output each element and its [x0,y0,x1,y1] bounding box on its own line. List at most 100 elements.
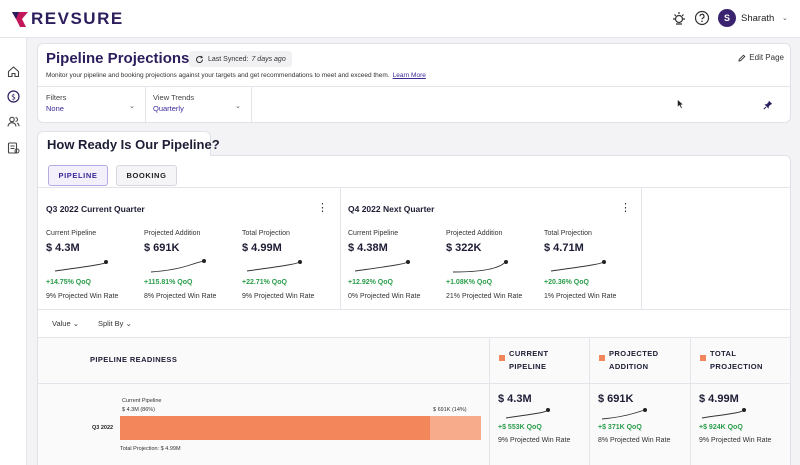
readiness-col-divider [589,337,590,465]
metric-change: +14.75% QoQ [46,279,91,286]
sparkline [150,259,206,273]
readiness-change: +$ 553K QoQ [498,424,542,431]
edit-page-button[interactable]: Edit Page [738,53,784,62]
metric-win-rate: 21% Projected Win Rate [446,293,523,300]
tab-divider [38,187,790,188]
theme-sun-icon[interactable] [671,10,687,26]
legend-swatch [700,355,706,361]
bar-current-value: $ 4.3M (86%) [122,407,156,413]
metric-change: +22.71% QoQ [242,279,287,286]
sparkline [550,260,606,272]
header-divider [38,86,790,87]
split-by-dropdown[interactable]: Split By ⌄ [98,319,132,328]
learn-more-link[interactable]: Learn More [392,72,426,79]
sparkline [354,260,410,272]
metric-win-rate: 8% Projected Win Rate [144,293,217,300]
metric-win-rate: 0% Projected Win Rate [348,293,421,300]
filters-chevron-icon[interactable]: ⌄ [129,103,135,110]
metric-change: +1.08K% QoQ [446,279,493,286]
section-title-tab [37,131,211,156]
metric-value: $ 322K [446,242,482,254]
users-icon[interactable] [7,115,20,128]
metric-value: $ 4.38M [348,242,388,254]
reports-icon[interactable] [7,141,20,154]
user-menu-chevron-icon[interactable]: ⌄ [782,15,788,22]
sparkline [701,408,746,419]
dollar-icon[interactable]: $ [7,90,20,103]
metric-value: $ 691K [144,242,180,254]
metric-win-rate: 9% Projected Win Rate [242,293,315,300]
metric-label: Projected Addition [446,230,503,237]
col-header-current-pipeline: CURRENT PIPELINE [509,349,549,371]
col-header-total-projection: TOTAL PROJECTION [710,349,763,371]
metric-change: +20.36% QoQ [544,279,589,286]
value-dropdown[interactable]: Value ⌄ [52,319,79,328]
metric-value: $ 4.3M [46,242,80,254]
q4-more-icon[interactable]: ⋮ [620,202,631,214]
help-icon[interactable] [694,10,710,26]
chevron-down-icon: ⌄ [72,319,80,328]
metric-label: Projected Addition [144,230,201,237]
user-avatar[interactable]: S [718,9,736,27]
readiness-win-rate: 8% Projected Win Rate [598,437,671,444]
quarter-divider [641,187,642,309]
metric-label: Total Projection [242,230,290,237]
page-title: Pipeline Projections [46,50,190,67]
top-bar: REVSURE S Sharath ⌄ [0,0,800,38]
tab-booking[interactable]: BOOKING [116,165,177,186]
user-name[interactable]: Sharath [741,13,775,24]
subtitle-text: Monitor your pipeline and booking projec… [46,72,390,79]
sparkline [246,260,302,272]
metric-win-rate: 1% Projected Win Rate [544,293,617,300]
q3-card-title: Q3 2022 Current Quarter [46,204,145,214]
mouse-cursor-icon [677,99,684,109]
metric-label: Current Pipeline [348,230,399,237]
sparkline [54,260,108,272]
readiness-win-rate: 9% Projected Win Rate [498,437,571,444]
sidebar: $ [0,38,27,465]
metric-label: Total Projection [544,230,592,237]
brand-logo[interactable]: REVSURE [11,9,124,29]
quarter-divider [340,187,341,309]
bar-segment-addition[interactable] [430,416,481,440]
last-synced-label: Last Synced: [208,55,249,63]
home-icon[interactable] [7,65,20,78]
col-header-projected-addition: PROJECTED ADDITION [609,349,659,371]
stacked-bar [120,416,481,440]
metric-change: +12.92% QoQ [348,279,393,286]
quarter-bottom-divider [38,309,790,310]
q3-more-icon[interactable]: ⋮ [317,202,328,214]
q4-card-title: Q4 2022 Next Quarter [348,204,435,214]
sync-icon [196,55,204,63]
tab-pipeline[interactable]: PIPELINE [48,165,108,186]
filters-label: Filters [46,93,67,102]
sparkline [601,408,647,420]
readiness-col-divider [690,337,691,465]
filters-select[interactable]: None [46,104,64,113]
readiness-header-divider [38,383,790,384]
sparkline [505,408,550,419]
readiness-title: PIPELINE READINESS [90,355,178,364]
view-trends-select[interactable]: Quarterly [153,104,184,113]
metric-change: +115.81% QoQ [144,279,193,286]
bar-current-label: Current Pipeline [122,398,162,404]
section-title: How Ready Is Our Pipeline? [47,137,220,152]
edit-page-label: Edit Page [749,53,784,62]
view-trends-label: View Trends [153,93,195,102]
readiness-win-rate: 9% Projected Win Rate [699,437,772,444]
pin-icon[interactable] [763,100,773,110]
readiness-value: $ 691K [598,393,634,405]
value-dropdown-label: Value [52,319,71,328]
last-synced-badge[interactable]: Last Synced: 7 days ago [189,51,292,67]
filter-divider [145,87,146,122]
revsure-logo-icon [12,11,28,27]
bar-row-label: Q3 2022 [92,425,114,431]
legend-swatch [599,355,605,361]
bar-segment-current[interactable] [120,416,431,440]
filter-divider [251,87,252,122]
view-trends-chevron-icon[interactable]: ⌄ [235,103,241,110]
split-by-dropdown-label: Split By [98,319,124,328]
chevron-down-icon: ⌄ [125,319,132,328]
pencil-icon [738,54,746,62]
brand-name: REVSURE [31,9,124,28]
